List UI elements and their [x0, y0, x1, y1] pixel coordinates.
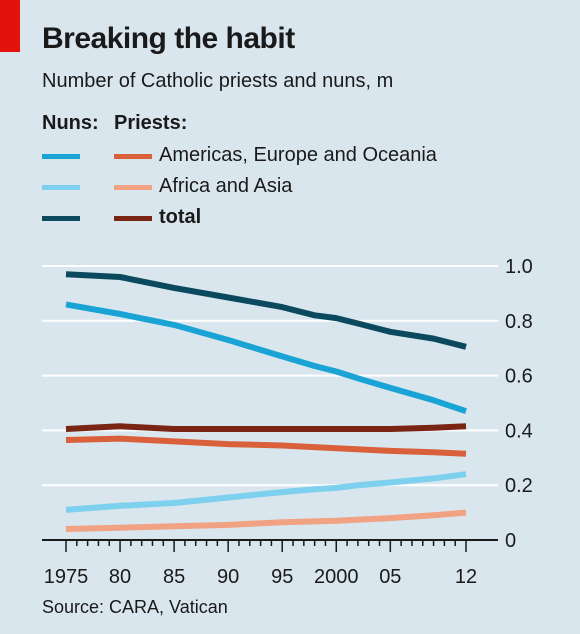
source-note: Source: CARA, Vatican	[42, 597, 228, 617]
series-line	[65, 423, 467, 432]
y-tick-label: 0.8	[505, 311, 533, 333]
x-tick-label: 12	[455, 566, 477, 588]
x-tick-label: 05	[379, 566, 401, 588]
x-tick-label: 85	[163, 566, 185, 588]
series-line	[65, 271, 467, 350]
series-line	[65, 509, 467, 532]
legend-nuns-header: Nuns:	[42, 112, 99, 134]
chart-subtitle: Number of Catholic priests and nuns, m	[42, 70, 394, 92]
x-axis: 1975 80 85 90 95 2000 05 12	[42, 539, 498, 588]
y-tick-label: 0	[505, 530, 516, 552]
y-tick-label: 0.4	[505, 420, 533, 442]
legend-label-africa-asia: Africa and Asia	[159, 175, 293, 197]
legend-swatch-priests-africa-asia	[114, 185, 152, 190]
series-line	[65, 471, 467, 513]
y-axis-labels: 0 0.2 0.4 0.6 0.8 1.0	[505, 256, 533, 552]
y-tick-label: 0.2	[505, 475, 533, 497]
legend-swatch-nuns-americas	[42, 154, 80, 159]
x-tick-label: 1975	[44, 566, 89, 588]
y-tick-label: 0.6	[505, 366, 533, 388]
legend-swatch-nuns-africa-asia	[42, 185, 80, 190]
brand-accent-tab	[0, 0, 20, 52]
series-line	[65, 435, 467, 457]
legend-label-total: total	[159, 206, 202, 228]
x-tick-label: 80	[109, 566, 131, 588]
series-line	[65, 301, 467, 415]
x-tick-label: 90	[217, 566, 239, 588]
x-tick-label: 95	[271, 566, 293, 588]
y-tick-label: 1.0	[505, 256, 533, 278]
legend-label-americas: Americas, Europe and Oceania	[159, 144, 437, 166]
legend-priests-header: Priests:	[114, 112, 188, 134]
legend-swatch-priests-americas	[114, 154, 152, 159]
legend-swatch-nuns-total	[42, 216, 80, 221]
series-lines	[65, 271, 467, 532]
chart-title: Breaking the habit	[42, 22, 295, 55]
x-tick-label: 2000	[314, 566, 359, 588]
legend-swatch-priests-total	[114, 216, 152, 221]
